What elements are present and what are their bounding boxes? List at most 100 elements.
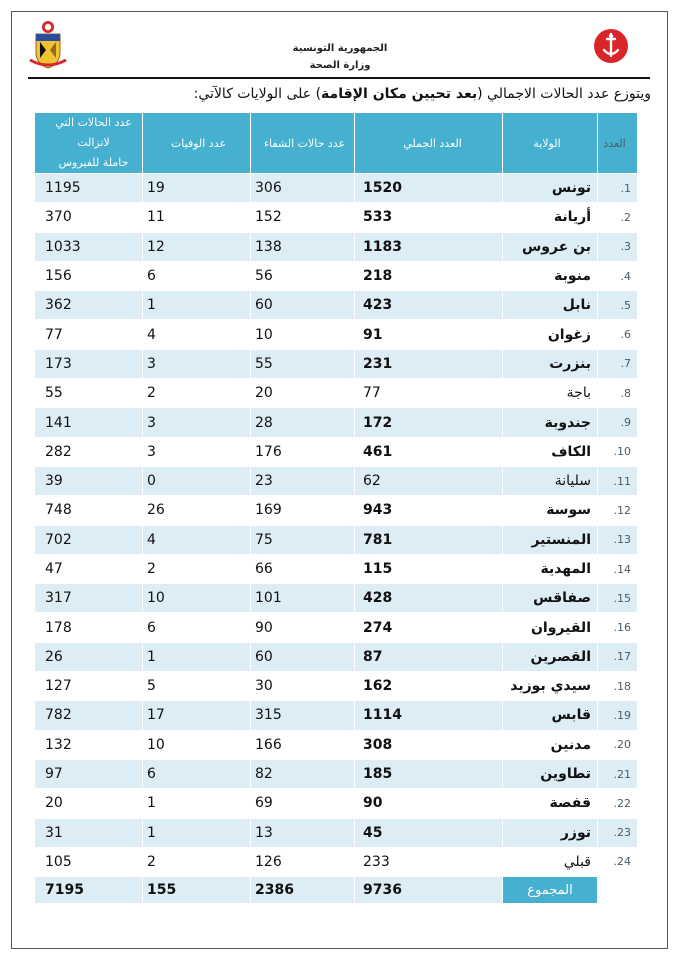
cell-index: 21. — [597, 759, 637, 790]
cell-total: 115 — [354, 554, 502, 585]
cell-index: 12. — [597, 496, 637, 526]
cell-total: 90 — [354, 789, 502, 819]
cell-recovered: 55 — [250, 349, 354, 380]
cell-governorate: نابل — [502, 291, 597, 321]
cell-total: 781 — [354, 525, 502, 555]
cell-active: 748 — [34, 496, 142, 526]
cell-index: 8. — [597, 379, 637, 409]
cell-governorate: باجة — [502, 379, 597, 409]
cell-index: 19. — [597, 701, 637, 731]
cell-governorate: سوسة — [502, 496, 597, 526]
cell-active: 1033 — [34, 232, 142, 262]
cell-recovered: 13 — [250, 818, 354, 848]
cell-index: 11. — [597, 466, 637, 497]
cell-active: 156 — [34, 261, 142, 292]
cell-total: 77 — [354, 379, 502, 409]
cell-active: 97 — [34, 759, 142, 790]
cell-governorate: سيدي بوزيد — [502, 672, 597, 702]
table-header-row: العدد الولاية العدد الجملي عدد حالات الش… — [34, 113, 637, 174]
intro-bold: بعد تحيين مكان الإقامة — [321, 86, 478, 102]
header-recovered: عدد حالات الشفاء — [250, 113, 354, 174]
cell-index: 15. — [597, 584, 637, 614]
cell-deaths: 1 — [142, 789, 250, 819]
cell-recovered: 166 — [250, 730, 354, 760]
intro-sentence: ويتوزع عدد الحالات الاجمالي (بعد تحيين م… — [21, 86, 651, 102]
page-frame — [11, 11, 668, 949]
table-row: 13. المنستير 781 75 4 702 — [34, 525, 637, 555]
table-row: 16. القيروان 274 90 6 178 — [34, 613, 637, 643]
cell-total: 308 — [354, 730, 502, 760]
header-index: العدد — [597, 113, 637, 174]
cell-index: 13. — [597, 525, 637, 555]
cell-deaths: 12 — [142, 232, 250, 262]
cell-governorate: القيروان — [502, 613, 597, 643]
cell-total: 162 — [354, 672, 502, 702]
table-row: 20. مدنين 308 166 10 132 — [34, 730, 637, 760]
table-row: 1. تونس 1520 306 19 1195 — [34, 174, 637, 204]
intro-part-1: ويتوزع عدد الحالات الاجمالي ( — [477, 86, 651, 102]
cell-governorate: منوبة — [502, 261, 597, 292]
cell-deaths: 3 — [142, 349, 250, 380]
table-row: 15. صفاقس 428 101 10 317 — [34, 584, 637, 614]
cell-total: 943 — [354, 496, 502, 526]
cell-deaths: 4 — [142, 525, 250, 555]
cell-deaths: 26 — [142, 496, 250, 526]
cell-total: 1183 — [354, 232, 502, 262]
cell-total: 1520 — [354, 174, 502, 204]
table-row: 9. جندوبة 172 28 3 141 — [34, 408, 637, 438]
totals-recovered: 2386 — [250, 877, 354, 905]
cell-index: 7. — [597, 349, 637, 380]
cell-recovered: 176 — [250, 437, 354, 467]
cell-recovered: 10 — [250, 320, 354, 350]
cell-deaths: 11 — [142, 203, 250, 233]
cell-deaths: 3 — [142, 408, 250, 438]
cell-recovered: 101 — [250, 584, 354, 614]
cell-governorate: قابس — [502, 701, 597, 731]
intro-part-2: ) على الولايات كالآتي: — [193, 86, 322, 102]
table-row: 5. نابل 423 60 1 362 — [34, 291, 637, 321]
table-row: 19. قابس 1114 315 17 782 — [34, 701, 637, 731]
cell-recovered: 30 — [250, 672, 354, 702]
cell-recovered: 66 — [250, 554, 354, 585]
header-divider — [28, 77, 650, 79]
cell-deaths: 1 — [142, 291, 250, 321]
totals-total: 9736 — [354, 877, 502, 905]
cell-index: 23. — [597, 818, 637, 848]
cell-index: 5. — [597, 291, 637, 321]
cell-recovered: 20 — [250, 379, 354, 409]
cell-index: 20. — [597, 730, 637, 760]
cell-deaths: 5 — [142, 672, 250, 702]
cell-active: 702 — [34, 525, 142, 555]
ministry-line-1: الجمهورية التونسية — [292, 43, 388, 54]
cell-governorate: تونس — [502, 174, 597, 204]
table-row: 18. سيدي بوزيد 162 30 5 127 — [34, 672, 637, 702]
table-row: 24. قبلي 233 126 2 105 — [34, 847, 637, 878]
cell-active: 31 — [34, 818, 142, 848]
cell-total: 87 — [354, 642, 502, 673]
cell-active: 105 — [34, 847, 142, 878]
cell-active: 39 — [34, 466, 142, 497]
totals-label: المجموع — [502, 877, 597, 905]
cell-index: 3. — [597, 232, 637, 262]
cell-index: 17. — [597, 642, 637, 673]
header-active-line-2: حاملة للفيروس — [58, 156, 129, 169]
cell-deaths: 10 — [142, 584, 250, 614]
cell-index: 24. — [597, 847, 637, 878]
cell-governorate: الكاف — [502, 437, 597, 467]
totals-active: 7195 — [34, 877, 142, 905]
ministry-line-2: وزارة الصحة — [309, 60, 371, 71]
cell-total: 423 — [354, 291, 502, 321]
cell-total: 218 — [354, 261, 502, 292]
cell-deaths: 10 — [142, 730, 250, 760]
cell-index: 4. — [597, 261, 637, 292]
cell-deaths: 6 — [142, 613, 250, 643]
cell-governorate: قفصة — [502, 789, 597, 819]
cell-total: 185 — [354, 759, 502, 790]
cell-total: 231 — [354, 349, 502, 380]
cell-recovered: 169 — [250, 496, 354, 526]
cases-by-governorate-table: العدد الولاية العدد الجملي عدد حالات الش… — [34, 113, 637, 905]
table-body: 1. تونس 1520 306 19 1195 2. أريانة 533 152 11 370 3.… — [34, 174, 637, 905]
cell-recovered: 60 — [250, 291, 354, 321]
cell-deaths: 1 — [142, 818, 250, 848]
table-row: 21. تطاوين 185 82 6 97 — [34, 759, 637, 790]
